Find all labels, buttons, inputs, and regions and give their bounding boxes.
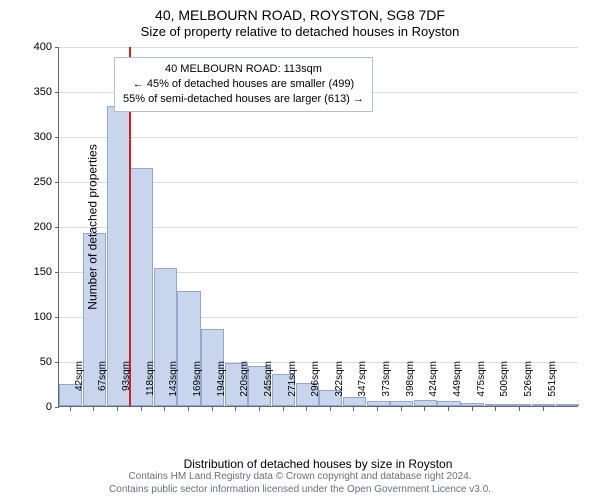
xtick-mark [401,407,402,411]
xtick-label: 500sqm [499,361,510,411]
xtick-label: 347sqm [357,361,368,411]
ytick-label: 400 [22,41,52,53]
ytick-mark [55,407,59,408]
xtick-mark [70,407,71,411]
xtick-mark [235,407,236,411]
xtick-mark [448,407,449,411]
xtick-label: 551sqm [547,361,558,411]
page-subtitle: Size of property relative to detached ho… [0,24,600,41]
ytick-label: 100 [22,311,52,323]
annotation-line: 55% of semi-detached houses are larger (… [123,92,364,107]
xtick-label: 42sqm [74,361,85,411]
xtick-mark [519,407,520,411]
xtick-mark [306,407,307,411]
xtick-label: 322sqm [334,361,345,411]
ytick-mark [55,227,59,228]
xtick-label: 296sqm [310,361,321,411]
footer-line-1: Contains HM Land Registry data © Crown c… [0,471,600,484]
xtick-label: 220sqm [239,361,250,411]
histogram-chart: 40 MELBOURN ROAD: 113sqm← 45% of detache… [58,47,578,407]
xtick-mark [93,407,94,411]
ytick-mark [55,362,59,363]
xtick-label: 118sqm [145,361,156,411]
ytick-mark [55,137,59,138]
gridline [59,137,578,138]
xtick-mark [377,407,378,411]
histogram-bar [556,404,579,406]
annotation-line: 40 MELBOURN ROAD: 113sqm [123,62,364,77]
ytick-mark [55,47,59,48]
footer-attribution: Contains HM Land Registry data © Crown c… [0,471,600,496]
xtick-label: 143sqm [168,361,179,411]
annotation-box: 40 MELBOURN ROAD: 113sqm← 45% of detache… [114,57,373,112]
ytick-mark [55,317,59,318]
xtick-label: 271sqm [287,361,298,411]
xtick-mark [141,407,142,411]
xtick-mark [117,407,118,411]
ytick-mark [55,92,59,93]
ytick-label: 200 [22,221,52,233]
xtick-label: 245sqm [263,361,274,411]
xtick-label: 169sqm [192,361,203,411]
annotation-line: ← 45% of detached houses are smaller (49… [123,77,364,92]
xtick-label: 398sqm [405,361,416,411]
xtick-label: 93sqm [121,361,132,411]
ytick-label: 250 [22,176,52,188]
xtick-mark [212,407,213,411]
xtick-label: 424sqm [428,361,439,411]
xtick-mark [472,407,473,411]
xtick-label: 194sqm [216,361,227,411]
xtick-label: 67sqm [97,361,108,411]
xtick-label: 526sqm [523,361,534,411]
xtick-mark [164,407,165,411]
xtick-mark [330,407,331,411]
xtick-mark [259,407,260,411]
ytick-label: 50 [22,356,52,368]
xtick-mark [495,407,496,411]
xtick-mark [188,407,189,411]
ytick-mark [55,272,59,273]
ytick-label: 300 [22,131,52,143]
gridline [59,47,578,48]
ytick-label: 350 [22,86,52,98]
footer-line-2: Contains public sector information licen… [0,484,600,497]
xtick-mark [424,407,425,411]
xtick-mark [353,407,354,411]
plot-area: 40 MELBOURN ROAD: 113sqm← 45% of detache… [58,47,578,407]
xtick-label: 373sqm [381,361,392,411]
y-axis-title: Number of detached properties [86,144,100,309]
xtick-label: 449sqm [452,361,463,411]
x-axis-title: Distribution of detached houses by size … [58,457,578,471]
xtick-mark [543,407,544,411]
xtick-label: 475sqm [476,361,487,411]
ytick-label: 0 [22,401,52,413]
ytick-mark [55,182,59,183]
xtick-mark [283,407,284,411]
page-address: 40, MELBOURN ROAD, ROYSTON, SG8 7DF [0,6,600,24]
ytick-label: 150 [22,266,52,278]
